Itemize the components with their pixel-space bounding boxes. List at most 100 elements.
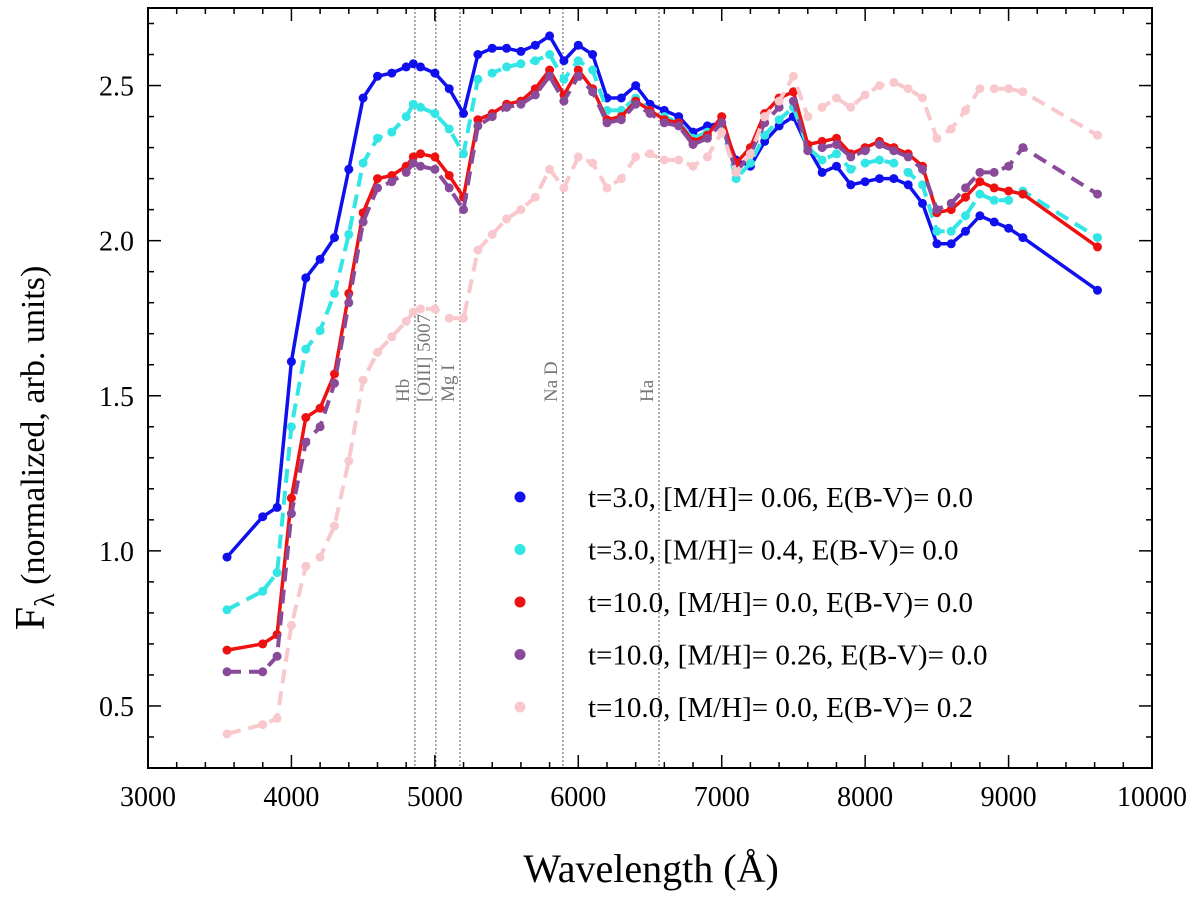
series-3-point [222, 667, 232, 677]
legend-label-0: t=3.0, [M/H]= 0.06, E(B-V)= 0.0 [588, 482, 973, 514]
series-4-point [444, 313, 454, 323]
series-3-point [430, 164, 440, 174]
series-1-point [387, 127, 397, 137]
series-2-point [1004, 186, 1014, 196]
series-4-point [989, 84, 999, 94]
series-4-point [961, 105, 970, 115]
series-0-point [760, 136, 770, 146]
series-1-point [330, 288, 339, 298]
series-3-point [832, 140, 841, 149]
series-3-point [416, 161, 425, 171]
series-0-point [875, 174, 884, 184]
series-1-point [258, 586, 268, 596]
series-4-point [559, 183, 569, 193]
series-3-point [516, 99, 526, 109]
series-2-point [222, 645, 232, 655]
legend-label-4: t=10.0, [M/H]= 0.0, E(B-V)= 0.2 [588, 692, 973, 724]
series-1-point [301, 344, 311, 354]
x-tick-label: 4000 [263, 782, 319, 813]
series-4-point [258, 720, 268, 730]
series-4-point [588, 158, 598, 168]
series-4-point [774, 96, 784, 106]
series-3-point [559, 96, 569, 106]
series-4-point [373, 347, 382, 357]
series-2-point [444, 171, 454, 180]
series-2-point [989, 183, 999, 193]
series-3-point [459, 205, 468, 215]
series-3-point [301, 437, 311, 447]
series-1-point [416, 102, 425, 112]
x-tick-label: 9000 [981, 782, 1037, 813]
series-3-point [373, 183, 382, 193]
series-1-point [731, 174, 741, 184]
x-tick-label: 10000 [1117, 782, 1187, 813]
series-4-point [1018, 87, 1028, 97]
series-3-point [444, 183, 454, 193]
series-1-point [286, 422, 296, 432]
series-1-point [272, 568, 282, 578]
y-tick-label: 1.5 [99, 382, 134, 413]
x-tick-label: 5000 [407, 782, 463, 813]
legend-marker-3 [514, 649, 526, 660]
series-layer [222, 31, 1102, 739]
series-0-point [545, 31, 555, 41]
series-2-point [573, 65, 583, 75]
series-4-point [860, 90, 870, 100]
series-0-point [373, 71, 382, 81]
series-3-point [631, 99, 641, 109]
series-0-point [286, 357, 296, 367]
series-3-point [573, 71, 583, 81]
series-4-point [286, 620, 296, 630]
series-4-point [846, 102, 856, 112]
series-3-point [717, 118, 727, 128]
series-0-point [903, 180, 913, 190]
series-3-point [688, 140, 698, 149]
series-3-point [588, 87, 598, 97]
series-4-point [401, 316, 411, 326]
series-0-point [631, 81, 641, 91]
series-1-point [774, 115, 784, 125]
y-tick-label: 2.0 [99, 227, 134, 258]
series-2-point [315, 403, 325, 413]
series-4-point [1093, 130, 1102, 140]
series-0-point [975, 211, 985, 221]
series-1-point [487, 68, 497, 78]
series-0-point [961, 226, 970, 236]
series-2-point [1093, 242, 1102, 252]
series-4-point [616, 174, 626, 184]
series-2-point [387, 171, 397, 180]
series-4-point [530, 192, 540, 202]
series-1-point [408, 99, 418, 109]
series-2-point [817, 136, 827, 146]
series-1-point [559, 74, 569, 84]
series-1-point [444, 124, 454, 134]
series-4-point [631, 152, 641, 162]
series-0-point [573, 40, 583, 50]
series-3-point [1004, 161, 1014, 171]
series-4-point [473, 245, 483, 255]
series-3-point [272, 651, 282, 661]
series-4-point [358, 375, 368, 385]
series-4-point [502, 214, 512, 224]
series-2-point [545, 65, 555, 75]
series-4-point [702, 152, 712, 162]
series-3-point [946, 198, 956, 208]
series-0-point [344, 164, 354, 174]
series-4-point [803, 112, 813, 122]
series-1-point [573, 56, 583, 66]
series-1-point [918, 180, 927, 190]
legend-marker-2 [514, 596, 526, 608]
series-4-point [932, 133, 942, 143]
series-4-point [222, 729, 232, 739]
series-0-point [588, 50, 598, 59]
series-1-point [315, 326, 325, 336]
series-4-point [875, 81, 884, 91]
series-0-point [387, 68, 397, 78]
series-0-point [559, 56, 569, 66]
series-1-point [358, 158, 368, 168]
series-3-point [846, 152, 856, 162]
series-0-point [774, 121, 784, 131]
series-2-point [717, 112, 727, 122]
y-axis-title-main: F [8, 607, 54, 630]
series-0-point [1093, 285, 1102, 295]
